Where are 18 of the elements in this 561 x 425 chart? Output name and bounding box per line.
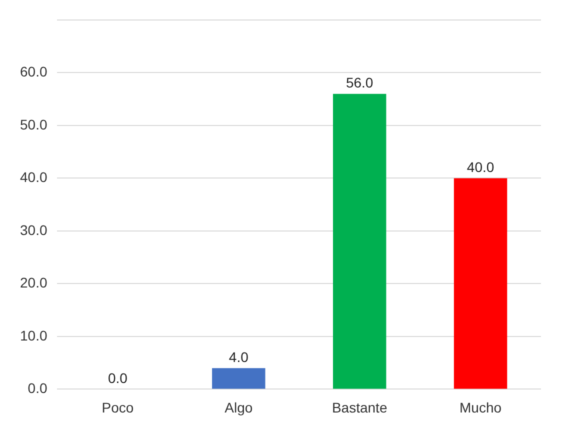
y-tick-label: 0.0	[28, 380, 48, 396]
x-tick-label: Bastante	[332, 399, 388, 416]
y-tick-label: 60.0	[20, 64, 48, 80]
y-tick-label: 50.0	[20, 116, 48, 132]
bar	[332, 94, 386, 389]
y-tick-label: 20.0	[20, 274, 48, 291]
y-tick-label: 10.0	[20, 327, 48, 344]
x-tick-label: Mucho	[460, 399, 502, 416]
data-label: 0.0	[108, 370, 128, 386]
x-tick-label: Algo	[224, 399, 253, 416]
data-label: 4.0	[228, 348, 249, 365]
x-tick-label: Poco	[102, 399, 134, 416]
data-label: 56.0	[346, 74, 374, 91]
bar	[454, 178, 508, 389]
y-tick-label: 30.0	[20, 222, 48, 238]
bar	[212, 368, 266, 389]
y-tick-label: 40.0	[20, 169, 48, 186]
data-label: 40.0	[466, 159, 494, 176]
